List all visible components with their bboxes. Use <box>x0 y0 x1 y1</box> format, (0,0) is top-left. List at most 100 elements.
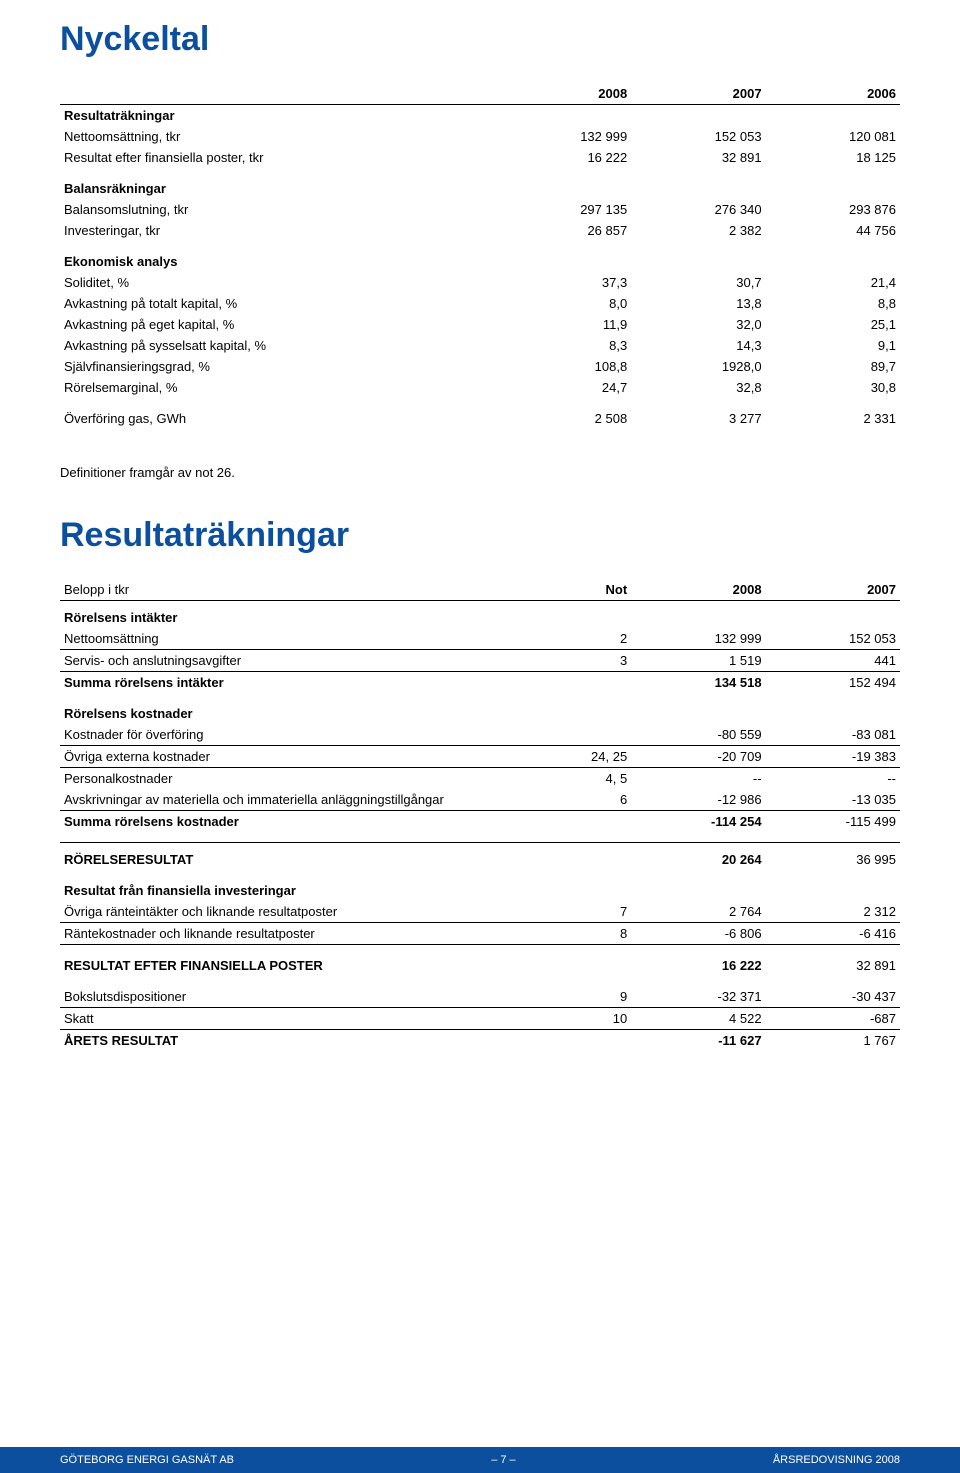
cell: 32 891 <box>766 955 900 976</box>
year-col: 2007 <box>631 83 765 105</box>
block-title: Ekonomisk analys <box>60 251 497 272</box>
cell: 2 508 <box>497 408 631 429</box>
cell: -83 081 <box>766 724 900 746</box>
cell: -30 437 <box>766 986 900 1008</box>
cell: 132 999 <box>497 126 631 147</box>
cell: 30,7 <box>631 272 765 293</box>
row-label: Rörelsemarginal, % <box>60 377 497 398</box>
year-col: 2008 <box>497 83 631 105</box>
cell: -- <box>766 768 900 790</box>
section-title: Resultat från finansiella investeringar <box>60 880 547 901</box>
cell: 9,1 <box>766 335 900 356</box>
cell: 2 312 <box>766 901 900 923</box>
row-label: Självfinansieringsgrad, % <box>60 356 497 377</box>
row-label: Avkastning på eget kapital, % <box>60 314 497 335</box>
cell: -32 371 <box>631 986 765 1008</box>
row-label: Resultat efter finansiella poster, tkr <box>60 147 497 168</box>
row-label: Balansomslutning, tkr <box>60 199 497 220</box>
cell-not <box>547 672 631 694</box>
nyckeltal-table: 2008 2007 2006 Resultaträkningar Nettoom… <box>60 83 900 429</box>
cell: 36 995 <box>766 849 900 870</box>
rorelseresultat-label: RÖRELSERESULTAT <box>60 849 547 870</box>
cell: 14,3 <box>631 335 765 356</box>
row-label: Avkastning på totalt kapital, % <box>60 293 497 314</box>
cell: -687 <box>766 1007 900 1029</box>
cell: -20 709 <box>631 746 765 768</box>
row-label: Investeringar, tkr <box>60 220 497 241</box>
sum-label: Summa rörelsens intäkter <box>60 672 547 694</box>
arets-resultat-label: ÅRETS RESULTAT <box>60 1029 547 1051</box>
cell: 441 <box>766 650 900 672</box>
cell: 134 518 <box>631 672 765 694</box>
cell: -- <box>631 768 765 790</box>
cell: 26 857 <box>497 220 631 241</box>
cell: -13 035 <box>766 789 900 811</box>
cell: 8,8 <box>766 293 900 314</box>
row-label: Nettoomsättning <box>60 628 547 650</box>
cell: 2 331 <box>766 408 900 429</box>
cell-not: 10 <box>547 1007 631 1029</box>
year-col: 2006 <box>766 83 900 105</box>
cell-not <box>547 724 631 746</box>
cell: 16 222 <box>631 955 765 976</box>
cell: 120 081 <box>766 126 900 147</box>
cell: 25,1 <box>766 314 900 335</box>
cell-not: 2 <box>547 628 631 650</box>
row-label: Överföring gas, GWh <box>60 408 497 429</box>
cell: 8,0 <box>497 293 631 314</box>
cell: 21,4 <box>766 272 900 293</box>
sum-label: Summa rörelsens kostnader <box>60 811 547 833</box>
header-year: 2008 <box>631 579 765 601</box>
cell-not: 8 <box>547 923 631 945</box>
cell: 108,8 <box>497 356 631 377</box>
cell: 132 999 <box>631 628 765 650</box>
cell: 24,7 <box>497 377 631 398</box>
cell: -11 627 <box>631 1029 765 1051</box>
result-after-fin-label: RESULTAT EFTER FINANSIELLA POSTER <box>60 955 547 976</box>
row-label: Bokslutsdispositioner <box>60 986 547 1008</box>
header-label: Belopp i tkr <box>60 579 547 601</box>
cell: 8,3 <box>497 335 631 356</box>
cell: 18 125 <box>766 147 900 168</box>
cell-not: 4, 5 <box>547 768 631 790</box>
block-title: Resultaträkningar <box>60 105 497 127</box>
cell: 297 135 <box>497 199 631 220</box>
cell: 32 891 <box>631 147 765 168</box>
cell-not: 7 <box>547 901 631 923</box>
cell: -6 806 <box>631 923 765 945</box>
row-label: Servis- och anslutningsavgifter <box>60 650 547 672</box>
cell: 4 522 <box>631 1007 765 1029</box>
cell: 11,9 <box>497 314 631 335</box>
row-label: Skatt <box>60 1007 547 1029</box>
cell: 1 767 <box>766 1029 900 1051</box>
cell-not: 3 <box>547 650 631 672</box>
cell: 44 756 <box>766 220 900 241</box>
definition-note: Definitioner framgår av not 26. <box>60 465 900 480</box>
section-title: Rörelsens kostnader <box>60 703 547 724</box>
cell: 152 494 <box>766 672 900 694</box>
header-not: Not <box>547 579 631 601</box>
cell: -115 499 <box>766 811 900 833</box>
row-label: Avkastning på sysselsatt kapital, % <box>60 335 497 356</box>
cell: 3 277 <box>631 408 765 429</box>
cell: 89,7 <box>766 356 900 377</box>
footer-left: GÖTEBORG ENERGI GASNÄT AB <box>60 1454 234 1466</box>
cell-not: 24, 25 <box>547 746 631 768</box>
cell: -6 416 <box>766 923 900 945</box>
footer-right: ÅRSREDOVISNING 2008 <box>773 1454 900 1466</box>
page-footer: GÖTEBORG ENERGI GASNÄT AB – 7 – ÅRSREDOV… <box>0 1447 960 1473</box>
cell: 32,0 <box>631 314 765 335</box>
header-year: 2007 <box>766 579 900 601</box>
row-label: Kostnader för överföring <box>60 724 547 746</box>
cell: 16 222 <box>497 147 631 168</box>
cell: 1 519 <box>631 650 765 672</box>
section-title: Rörelsens intäkter <box>60 607 547 628</box>
cell: 2 382 <box>631 220 765 241</box>
cell: 152 053 <box>766 628 900 650</box>
row-label: Personalkostnader <box>60 768 547 790</box>
row-label: Avskrivningar av materiella och immateri… <box>60 789 547 811</box>
cell: 30,8 <box>766 377 900 398</box>
heading-resultat: Resultaträkningar <box>60 516 900 555</box>
cell-not <box>547 811 631 833</box>
cell: 2 764 <box>631 901 765 923</box>
